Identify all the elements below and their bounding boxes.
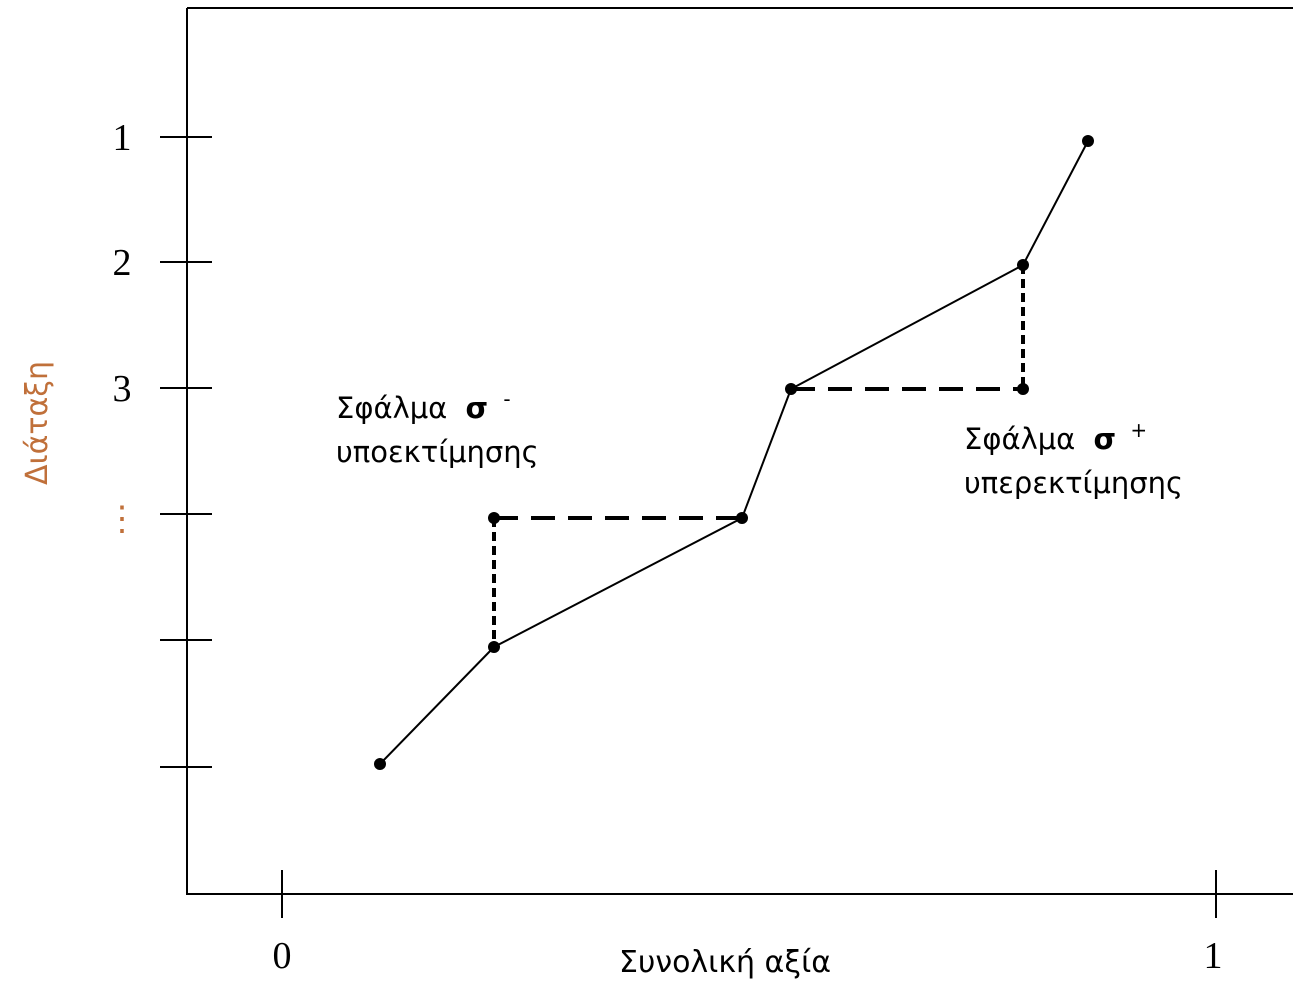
underestimation-sigma: σ [466, 391, 489, 425]
y-tick-label-ellipsis: ⋮ [105, 501, 139, 538]
x-tick-label-1: 1 [1204, 935, 1223, 977]
curve-point [785, 383, 797, 395]
curve-point [374, 758, 386, 770]
curve-point [488, 641, 500, 653]
underestimation-label: Σφάλμα σ - [336, 387, 511, 425]
underestimation-sign: - [503, 387, 510, 411]
underestimation-label-line2: υποεκτίμησης [336, 435, 539, 469]
x-axis-title: Συνολική αξία [619, 945, 831, 980]
error-point [488, 512, 500, 524]
overestimation-sign: + [1130, 418, 1147, 442]
y-tick-label-1: 1 [113, 117, 132, 159]
y-tick-label-2: 2 [113, 242, 132, 284]
overestimation-label: Σφάλμα σ + [964, 418, 1147, 456]
curve-point [1082, 135, 1094, 147]
error-lines [492, 265, 1025, 647]
utility-curve [379, 140, 1089, 765]
underestimation-label-word: Σφάλμα [336, 391, 447, 425]
x-axis-ticks [281, 870, 1217, 918]
curve-point [1017, 259, 1029, 271]
overestimation-label-word: Σφάλμα [964, 422, 1075, 456]
overestimation-label-line2: υπερεκτίμησης [964, 466, 1183, 500]
y-tick-label-3: 3 [113, 368, 132, 410]
error-point [1017, 383, 1029, 395]
curve-points [374, 135, 1094, 770]
x-tick-label-0: 0 [273, 935, 292, 977]
axes-frame [186, 7, 1293, 895]
y-axis-ticks [160, 136, 212, 768]
y-axis-title: Διάταξη [20, 361, 55, 485]
curve-point [736, 512, 748, 524]
overestimation-sigma: σ [1094, 422, 1117, 456]
